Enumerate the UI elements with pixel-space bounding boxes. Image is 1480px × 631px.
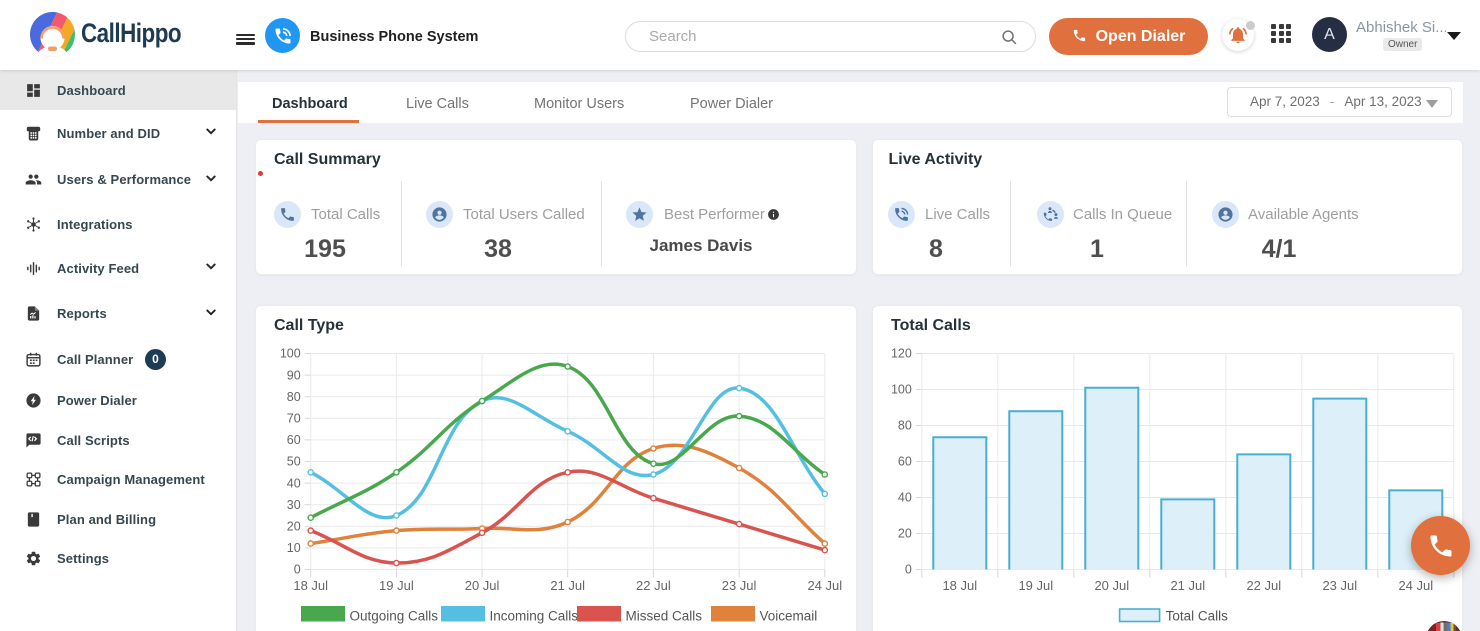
svg-text:20 Jul: 20 Jul xyxy=(1094,578,1129,593)
svg-text:23 Jul: 23 Jul xyxy=(722,578,757,593)
svg-text:Incoming Calls: Incoming Calls xyxy=(490,609,579,624)
svg-text:19 Jul: 19 Jul xyxy=(379,578,414,593)
svg-text:0: 0 xyxy=(294,563,301,577)
svg-text:100: 100 xyxy=(891,383,912,397)
svg-text:100: 100 xyxy=(280,347,301,361)
svg-text:80: 80 xyxy=(287,390,301,404)
svg-text:24 Jul: 24 Jul xyxy=(1398,578,1433,593)
svg-text:80: 80 xyxy=(898,419,912,433)
svg-text:20: 20 xyxy=(898,527,912,541)
svg-text:21 Jul: 21 Jul xyxy=(1170,578,1205,593)
svg-text:19 Jul: 19 Jul xyxy=(1018,578,1053,593)
svg-text:50: 50 xyxy=(287,455,301,469)
svg-text:40: 40 xyxy=(898,491,912,505)
svg-text:20 Jul: 20 Jul xyxy=(465,578,500,593)
svg-text:10: 10 xyxy=(287,541,301,555)
svg-text:40: 40 xyxy=(287,476,301,490)
svg-text:20: 20 xyxy=(287,520,301,534)
svg-text:18 Jul: 18 Jul xyxy=(942,578,977,593)
svg-text:0: 0 xyxy=(905,563,912,577)
svg-text:Total Calls: Total Calls xyxy=(1166,609,1229,624)
svg-text:Outgoing Calls: Outgoing Calls xyxy=(350,609,439,624)
svg-text:60: 60 xyxy=(287,433,301,447)
svg-text:24 Jul: 24 Jul xyxy=(807,578,842,593)
svg-text:18 Jul: 18 Jul xyxy=(293,578,328,593)
svg-text:60: 60 xyxy=(898,455,912,469)
svg-text:90: 90 xyxy=(287,368,301,382)
svg-text:30: 30 xyxy=(287,498,301,512)
svg-text:70: 70 xyxy=(287,412,301,426)
svg-text:22 Jul: 22 Jul xyxy=(1246,578,1281,593)
svg-text:23 Jul: 23 Jul xyxy=(1322,578,1357,593)
svg-text:120: 120 xyxy=(891,347,912,361)
svg-text:Voicemail: Voicemail xyxy=(760,609,818,624)
svg-text:Missed Calls: Missed Calls xyxy=(626,609,703,624)
svg-text:21 Jul: 21 Jul xyxy=(550,578,585,593)
svg-text:22 Jul: 22 Jul xyxy=(636,578,671,593)
